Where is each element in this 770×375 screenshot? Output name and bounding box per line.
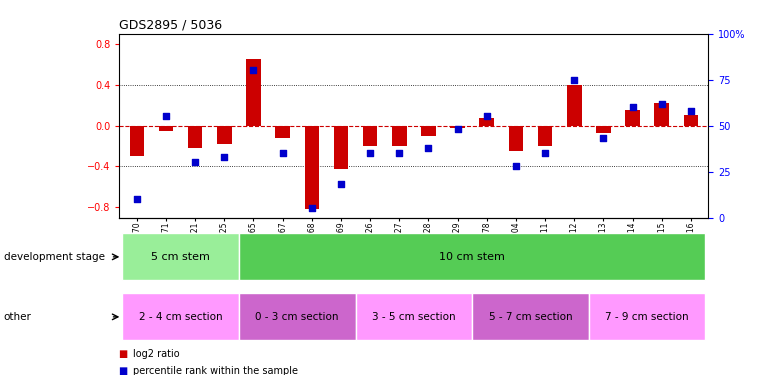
Point xyxy=(480,113,493,119)
Point xyxy=(568,77,581,83)
Text: GDS2895 / 5036: GDS2895 / 5036 xyxy=(119,18,223,31)
Text: ■: ■ xyxy=(119,350,132,359)
Bar xyxy=(625,110,640,126)
Bar xyxy=(450,126,465,128)
Text: other: other xyxy=(4,312,32,322)
Bar xyxy=(188,126,203,148)
Bar xyxy=(122,294,239,340)
Bar xyxy=(392,126,407,146)
Point xyxy=(189,159,201,165)
Bar xyxy=(239,234,705,280)
Bar xyxy=(480,118,494,126)
Point xyxy=(393,150,406,156)
Bar xyxy=(217,126,232,144)
Point xyxy=(131,196,143,202)
Point xyxy=(539,150,551,156)
Bar xyxy=(129,126,144,156)
Point xyxy=(364,150,377,156)
Bar xyxy=(654,103,669,126)
Bar xyxy=(304,126,319,209)
Text: ■: ■ xyxy=(119,366,132,375)
Bar xyxy=(684,116,698,126)
Bar xyxy=(509,126,524,151)
Text: 0 - 3 cm section: 0 - 3 cm section xyxy=(256,312,339,322)
Bar xyxy=(421,126,436,136)
Text: development stage: development stage xyxy=(4,252,105,262)
Bar xyxy=(363,126,377,146)
Point xyxy=(451,126,464,132)
Text: 5 cm stem: 5 cm stem xyxy=(151,252,210,262)
Bar xyxy=(246,59,261,126)
Text: log2 ratio: log2 ratio xyxy=(133,350,180,359)
Point xyxy=(247,68,259,74)
Point xyxy=(598,135,610,141)
Bar xyxy=(537,126,552,146)
Bar xyxy=(159,126,173,131)
Bar xyxy=(333,126,348,168)
Bar xyxy=(567,85,581,126)
Point xyxy=(276,150,289,156)
Text: 10 cm stem: 10 cm stem xyxy=(439,252,505,262)
Bar xyxy=(356,294,472,340)
Text: 5 - 7 cm section: 5 - 7 cm section xyxy=(489,312,572,322)
Point xyxy=(685,108,697,114)
Point xyxy=(306,206,318,212)
Text: percentile rank within the sample: percentile rank within the sample xyxy=(133,366,298,375)
Point xyxy=(422,145,434,151)
Text: 7 - 9 cm section: 7 - 9 cm section xyxy=(605,312,689,322)
Bar xyxy=(472,294,589,340)
Bar xyxy=(276,126,290,138)
Text: 2 - 4 cm section: 2 - 4 cm section xyxy=(139,312,223,322)
Point xyxy=(335,182,347,188)
Point xyxy=(627,104,639,110)
Point xyxy=(160,113,172,119)
Point xyxy=(218,154,230,160)
Bar xyxy=(596,126,611,133)
Text: 3 - 5 cm section: 3 - 5 cm section xyxy=(372,312,456,322)
Bar xyxy=(122,234,239,280)
Bar xyxy=(239,294,356,340)
Point xyxy=(510,163,522,169)
Bar xyxy=(589,294,705,340)
Point xyxy=(655,100,668,106)
